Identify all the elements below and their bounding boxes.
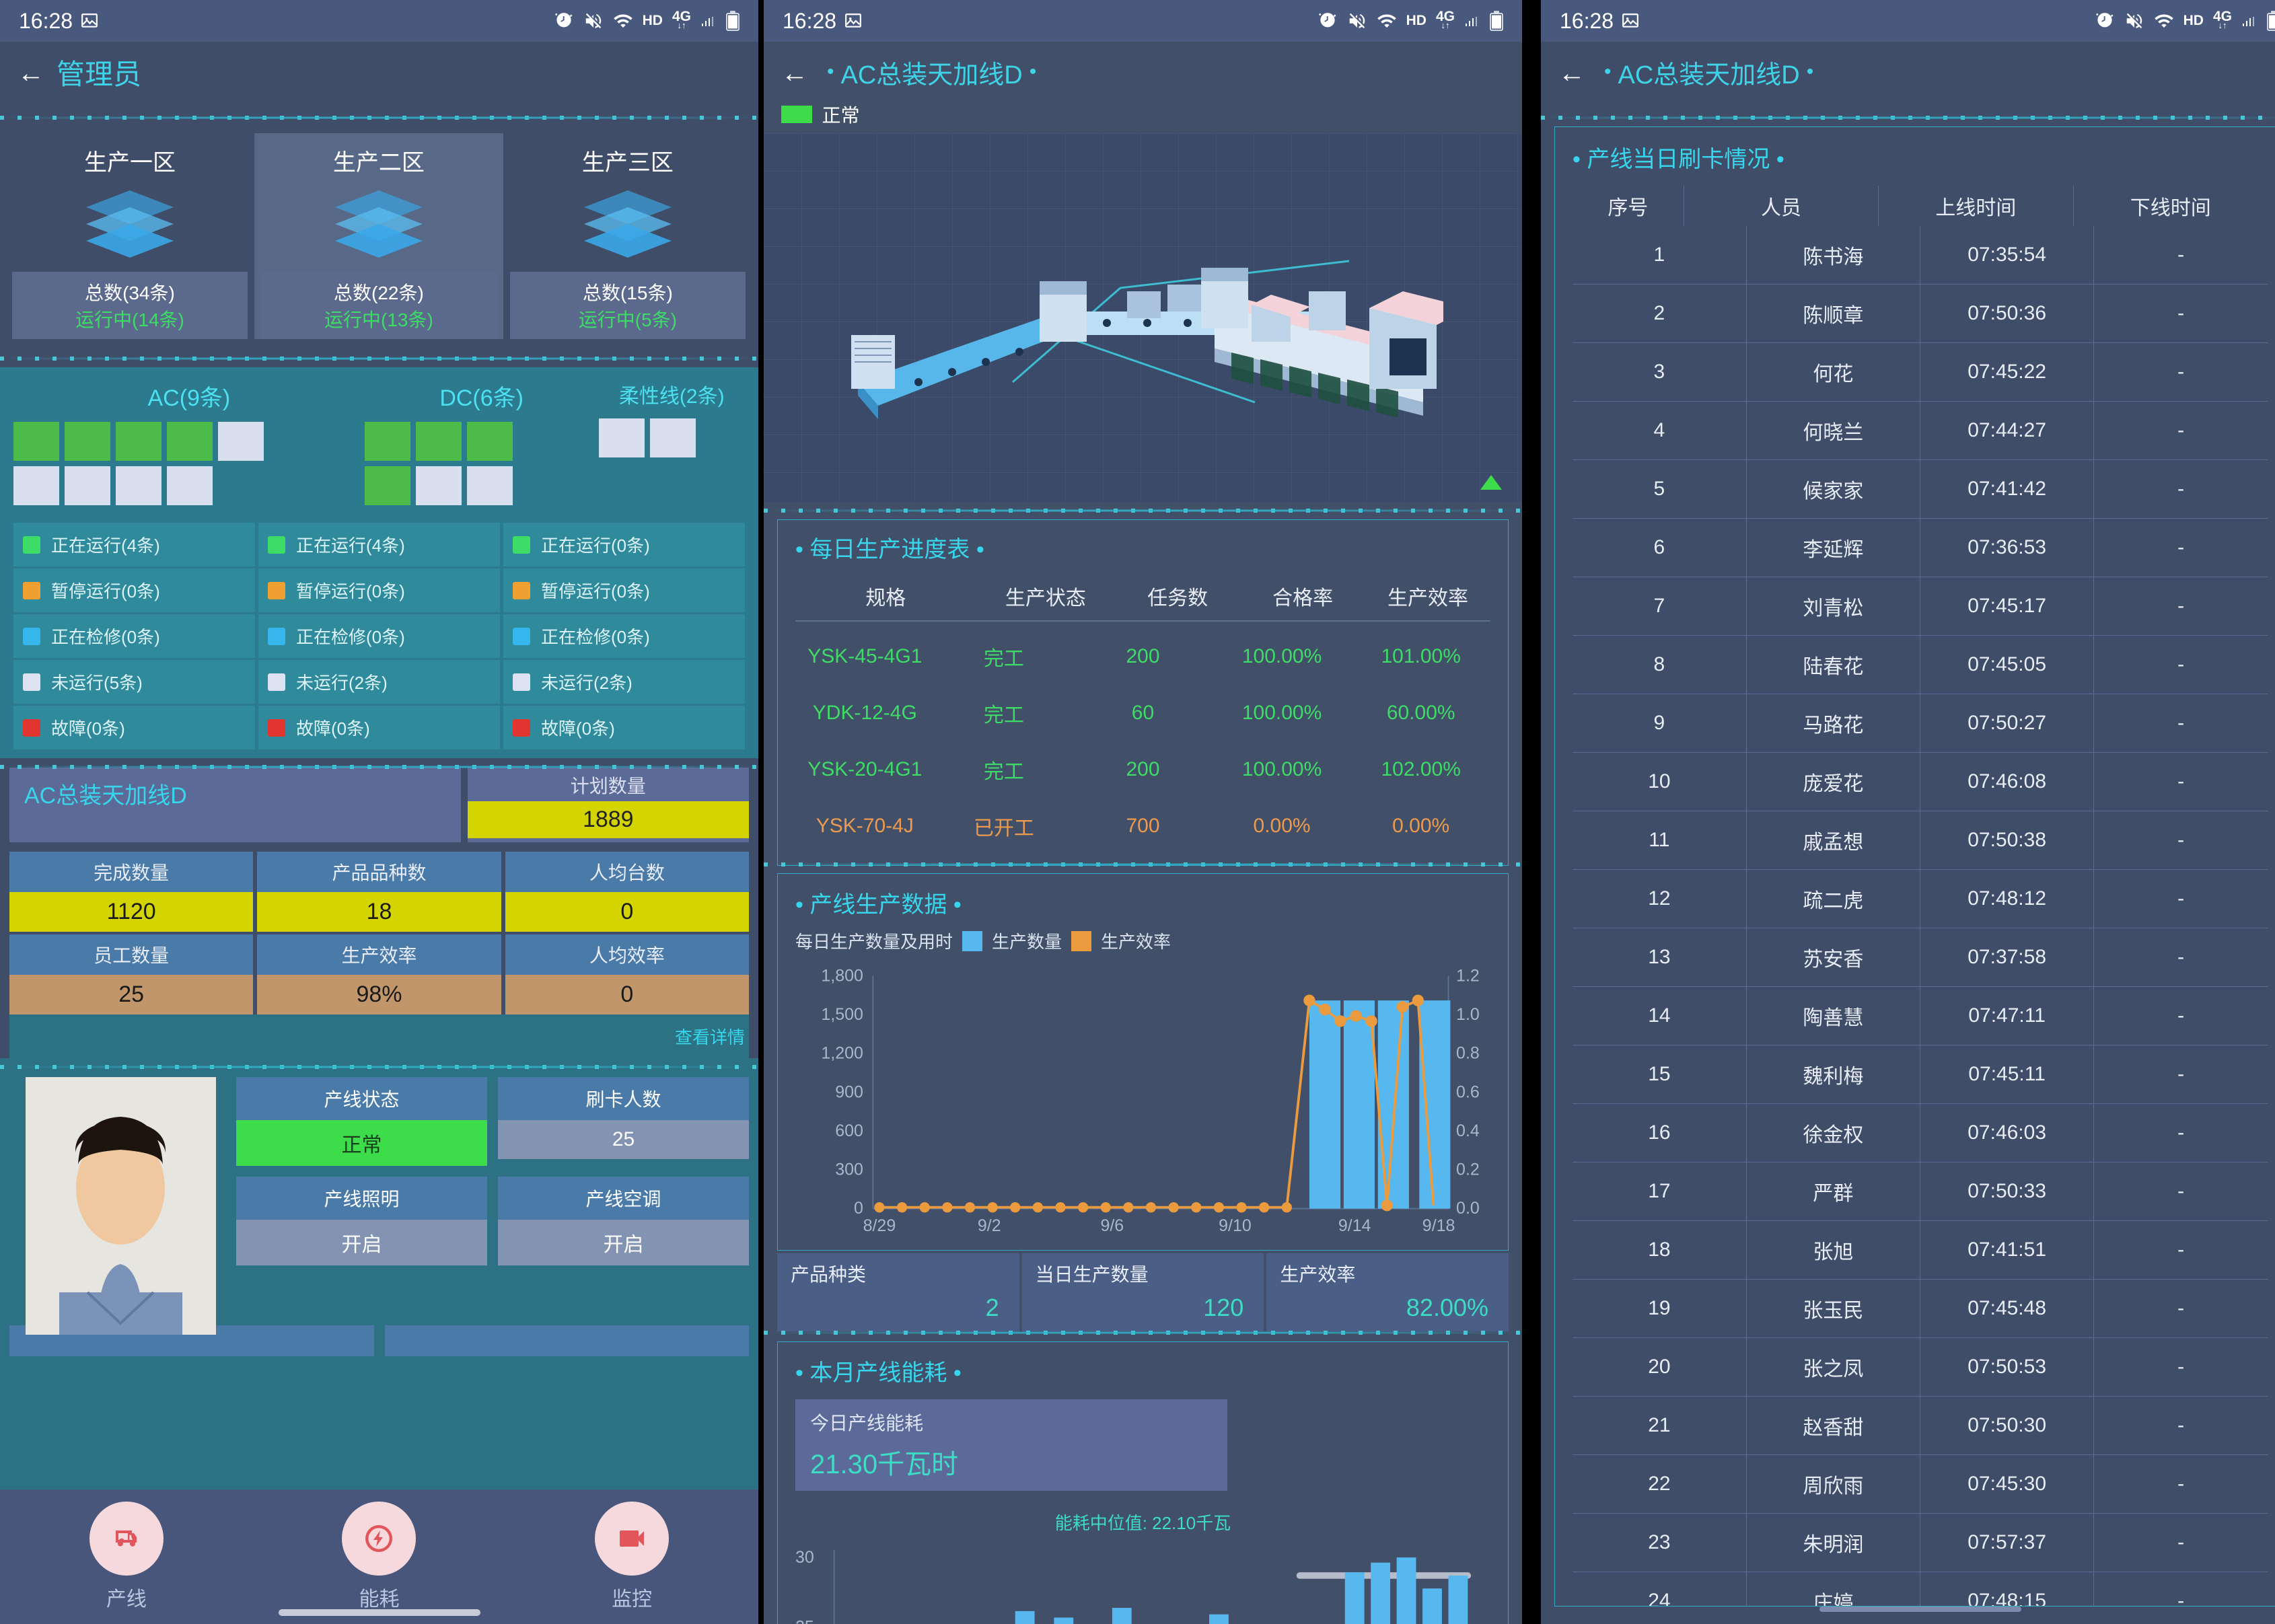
svg-text:30: 30	[795, 1548, 814, 1567]
svg-text:600: 600	[835, 1121, 863, 1140]
svg-text:0.0: 0.0	[1456, 1199, 1480, 1218]
svg-text:1.0: 1.0	[1456, 1005, 1480, 1024]
svg-text:0.4: 0.4	[1456, 1121, 1480, 1140]
svg-text:1.2: 1.2	[1456, 966, 1480, 985]
svg-text:8/29: 8/29	[863, 1216, 896, 1235]
svg-text:9/18: 9/18	[1422, 1216, 1455, 1235]
svg-text:1,800: 1,800	[821, 966, 863, 985]
svg-text:9/10: 9/10	[1219, 1216, 1252, 1235]
svg-text:9/2: 9/2	[978, 1216, 1001, 1235]
svg-text:9/14: 9/14	[1338, 1216, 1371, 1235]
svg-text:0.6: 0.6	[1456, 1082, 1480, 1101]
svg-text:1,200: 1,200	[821, 1044, 863, 1063]
svg-text:1,500: 1,500	[821, 1005, 863, 1024]
svg-text:0: 0	[854, 1199, 863, 1218]
svg-text:0.8: 0.8	[1456, 1044, 1480, 1063]
svg-text:900: 900	[835, 1082, 863, 1101]
svg-text:300: 300	[835, 1160, 863, 1179]
svg-text:9/6: 9/6	[1100, 1216, 1124, 1235]
svg-text:0.2: 0.2	[1456, 1160, 1480, 1179]
svg-text:25: 25	[795, 1618, 814, 1624]
